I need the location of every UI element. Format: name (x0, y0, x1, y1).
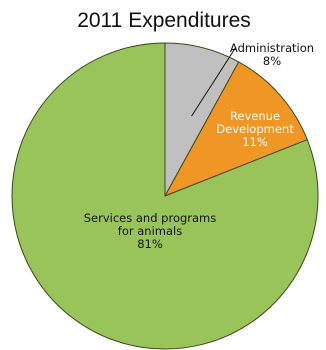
pie-slices (11, 42, 319, 350)
slice-label-line: Services and programs (84, 211, 217, 225)
pie-slice-1 (164, 61, 308, 197)
slice-label-1: Revenue Development 11% (216, 109, 294, 149)
slice-labels: Administration 8% Revenue Development 11% Ser… (84, 41, 314, 251)
slice-label-0: Administration 8% (230, 41, 314, 68)
chart-title: 2011 Expenditures (77, 9, 251, 32)
callout-lines (191, 46, 237, 117)
slice-label-line: 11% (242, 135, 268, 149)
slice-label-line: Revenue (230, 109, 280, 123)
slice-label-line: for animals (118, 224, 182, 238)
pie-slice-2 (11, 42, 319, 350)
administration-callout-line (191, 46, 237, 117)
slice-label-line: 8% (263, 54, 281, 68)
slice-label-2: Services and programs for animals 81% (84, 211, 217, 251)
slice-label-line: 81% (137, 237, 163, 251)
slice-label-line: Administration (230, 41, 314, 55)
slice-label-line: Development (216, 122, 294, 136)
